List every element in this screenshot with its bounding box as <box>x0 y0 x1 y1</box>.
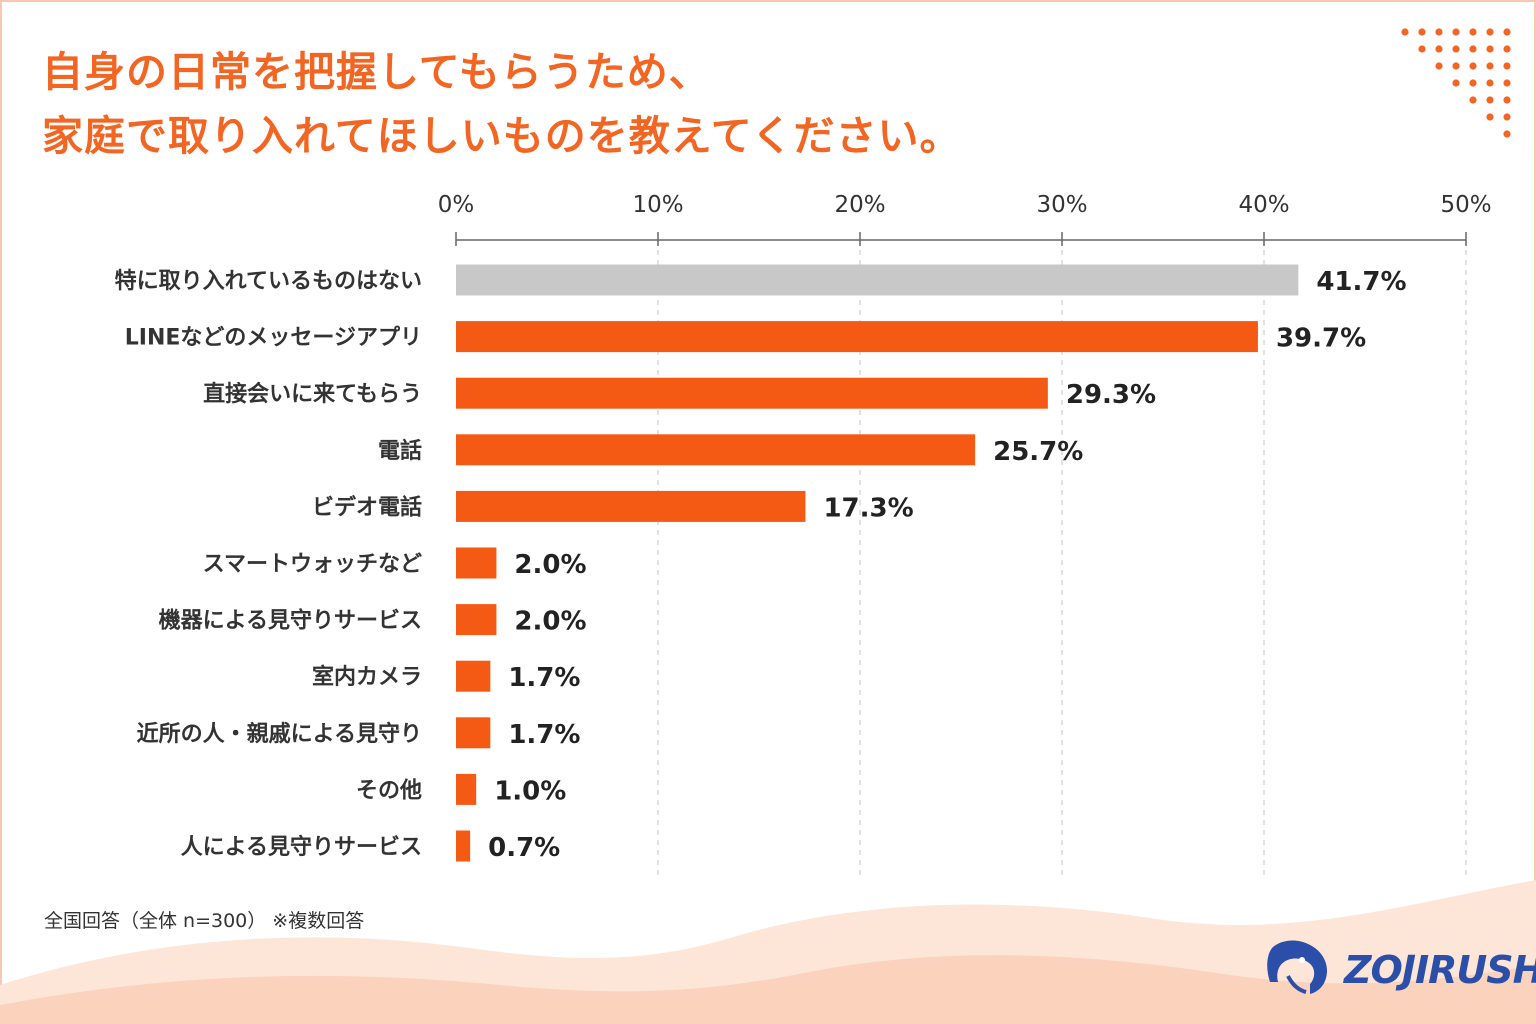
x-tick-label: 40% <box>1238 192 1289 218</box>
decorative-dot <box>1503 130 1511 138</box>
decorative-dot <box>1503 96 1511 104</box>
x-tick-label: 50% <box>1440 192 1491 218</box>
value-label: 1.7% <box>508 720 580 750</box>
value-label: 0.7% <box>488 833 560 863</box>
bar <box>456 377 1048 409</box>
bar <box>456 434 976 466</box>
bar <box>456 547 497 579</box>
decorative-dot <box>1503 113 1511 121</box>
bar <box>456 490 806 522</box>
title-line-2: 家庭で取り入れてほしいものを教えてください。 <box>42 112 962 160</box>
category-label: 機器による見守りサービス <box>159 608 422 634</box>
bar <box>456 773 477 805</box>
value-label: 17.3% <box>823 493 913 523</box>
decorative-dot <box>1469 79 1477 87</box>
decorative-dot <box>1452 45 1460 53</box>
decorative-dot <box>1435 45 1443 53</box>
decorative-dot <box>1486 28 1494 36</box>
x-tick-label: 10% <box>632 192 683 218</box>
bar <box>456 604 497 636</box>
decorative-dot <box>1503 45 1511 53</box>
category-label: その他 <box>356 778 422 803</box>
value-label: 29.3% <box>1066 380 1156 410</box>
decorative-dot <box>1486 79 1494 87</box>
category-label: 直接会いに来てもらう <box>203 381 422 407</box>
bar <box>456 717 491 749</box>
value-label: 1.7% <box>508 663 580 693</box>
bar <box>456 321 1258 353</box>
value-label: 2.0% <box>514 607 586 637</box>
decorative-dot <box>1469 62 1477 70</box>
decorative-dot <box>1503 62 1511 70</box>
decorative-dot <box>1469 45 1477 53</box>
decorative-dot <box>1469 96 1477 104</box>
category-label: スマートウォッチなど <box>203 552 422 577</box>
bar <box>456 830 471 862</box>
decorative-dot <box>1469 28 1477 36</box>
value-label: 39.7% <box>1276 324 1366 354</box>
decorative-dot <box>1401 28 1409 36</box>
x-tick-label: 30% <box>1036 192 1087 218</box>
category-label: 電話 <box>378 438 422 464</box>
category-label: 特に取り入れているものはない <box>115 268 422 294</box>
decorative-dot <box>1452 28 1460 36</box>
elephant-logo-icon <box>1267 940 1328 994</box>
category-label: 近所の人・親戚による見守り <box>137 721 422 747</box>
category-label: 人による見守りサービス <box>181 834 422 860</box>
decorative-dots <box>1401 28 1511 138</box>
decorative-dot <box>1418 28 1426 36</box>
decorative-dot <box>1486 45 1494 53</box>
x-tick-label: 20% <box>834 192 885 218</box>
bar-chart: 0% 10% 20% 30% 40% 50% 特に取り入れているものはない 41.7% LINE… <box>115 192 1492 876</box>
decorative-dot <box>1503 79 1511 87</box>
brand-logo: ZOJIRUSHI <box>1266 936 1536 1000</box>
category-label: ビデオ電話 <box>312 494 422 520</box>
decorative-dot <box>1452 62 1460 70</box>
footnote: 全国回答（全体 n=300） ※複数回答 <box>44 910 365 932</box>
decorative-dot <box>1435 28 1443 36</box>
decorative-dot <box>1486 62 1494 70</box>
category-label: LINEなどのメッセージアプリ <box>125 326 422 351</box>
value-label: 25.7% <box>993 437 1083 467</box>
page-title: 自身の日常を把握してもらうため、 家庭で取り入れてほしいものを教えてください。 <box>42 40 962 168</box>
category-label: 室内カメラ <box>312 664 422 690</box>
value-label: 1.0% <box>494 776 566 806</box>
x-tick-label: 0% <box>438 192 475 218</box>
decorative-dot <box>1418 45 1426 53</box>
decorative-dot <box>1435 62 1443 70</box>
decorative-dot <box>1452 79 1460 87</box>
value-label: 2.0% <box>514 550 586 580</box>
bar <box>456 660 491 692</box>
title-line-1: 自身の日常を把握してもらうため、 <box>42 48 711 96</box>
bar <box>456 264 1299 296</box>
decorative-dot <box>1486 96 1494 104</box>
decorative-dot <box>1503 28 1511 36</box>
logo-text: ZOJIRUSHI <box>1344 948 1536 992</box>
value-label: 41.7% <box>1316 267 1406 297</box>
decorative-dot <box>1486 113 1494 121</box>
